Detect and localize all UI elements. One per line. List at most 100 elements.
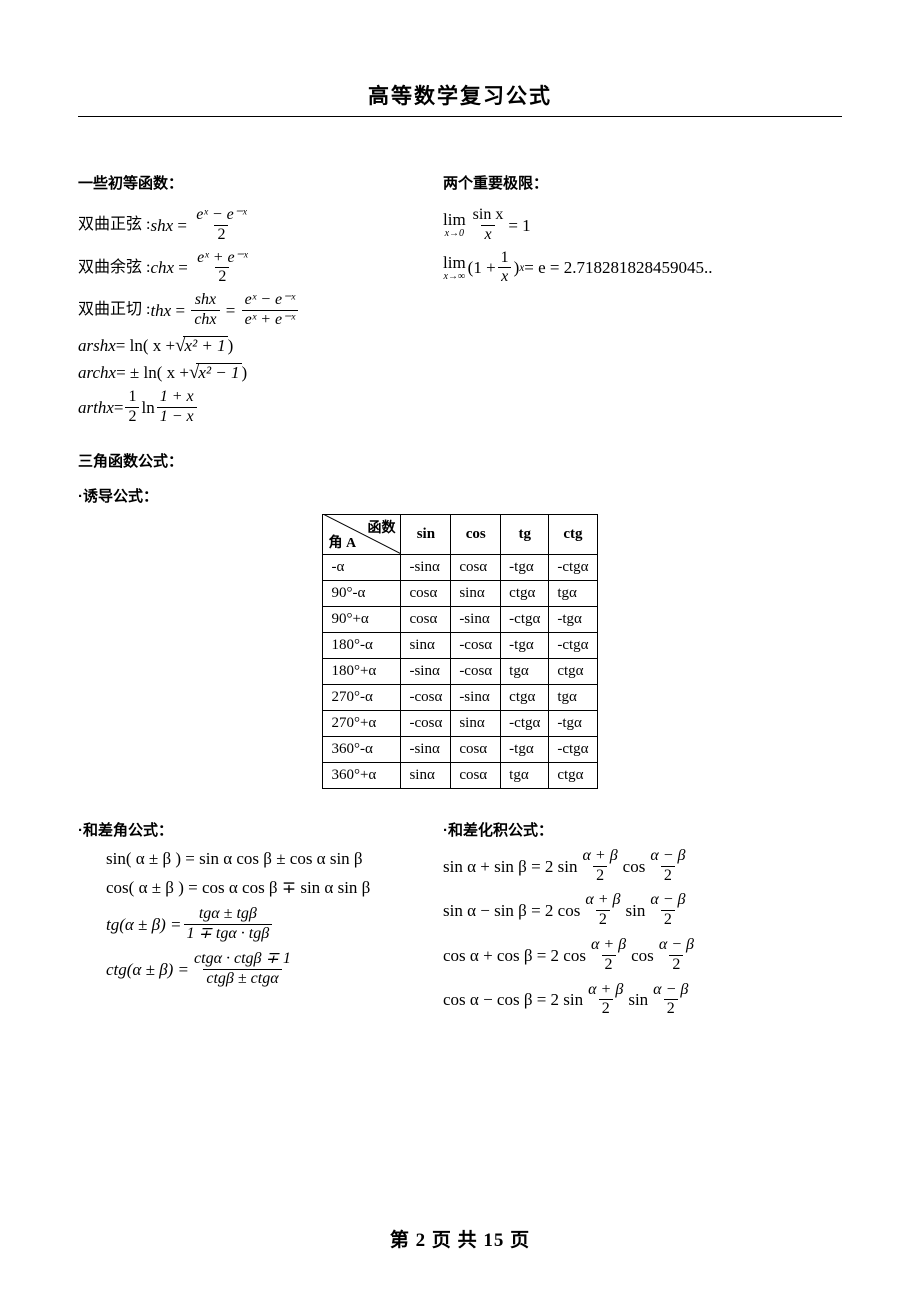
page-footer: 第 2 页 共 15 页	[0, 1225, 920, 1252]
induction-table: 函数 角 A sincostgctg -α-sinαcosα-tgα-ctgα9…	[322, 514, 597, 789]
table-row: 360°+αsinαcosαtgαctgα	[323, 762, 597, 788]
elementary-formulas: 双曲正弦 : shx = eˣ − e⁻ˣ 2 双曲余弦 : chx = eˣ …	[78, 207, 413, 426]
lim2-rhs: = e = 2.718281828459045..	[524, 257, 712, 278]
lim2-num: 1	[498, 250, 512, 268]
formula-archx: archx = ± ln( x + √ x² − 1 )	[78, 362, 413, 383]
lim2-a: (1 +	[468, 257, 496, 278]
formula-shx: 双曲正弦 : shx = eˣ − e⁻ˣ 2	[78, 207, 413, 244]
f1n: α + β	[588, 937, 629, 955]
f2d: 2	[661, 910, 675, 929]
s2p1-mid: cos	[623, 856, 646, 877]
f2n: α − β	[647, 848, 688, 866]
lim1-num: sin x	[470, 207, 507, 225]
angle-cell: 180°-α	[323, 632, 401, 658]
table-row: 270°-α-cosα-sinαctgαtgα	[323, 684, 597, 710]
arshx-rad: x² + 1	[183, 336, 228, 356]
s2p1-f1: α + β2	[580, 848, 621, 885]
heading-elementary: 一些初等函数：	[78, 172, 413, 193]
page-content: 高等数学复习公式 一些初等函数： 双曲正弦 : shx = eˣ − e⁻ˣ 2	[0, 0, 920, 1080]
thx-lhs: thx	[150, 300, 171, 321]
angle-cell: 270°+α	[323, 710, 401, 736]
document-title: 高等数学复习公式	[78, 80, 842, 116]
formula-s2p-2: sin α − sin β = 2 cos α + β2 sin α − β2	[443, 892, 842, 929]
thx-label: 双曲正切 :	[78, 300, 150, 320]
table-col-sin: sin	[401, 514, 451, 554]
s2p3-f1: α + β2	[588, 937, 629, 974]
value-cell: -sinα	[401, 658, 451, 684]
value-cell: -ctgα	[501, 606, 549, 632]
formula-cos-sum: cos( α ± β ) = cos α cos β ∓ sin α sin β	[106, 877, 413, 898]
value-cell: sinα	[401, 762, 451, 788]
ctg-frac: ctgα · ctgβ ∓ 1 ctgβ ± ctgα	[191, 951, 294, 988]
lim1-rhs: = 1	[508, 215, 530, 236]
shx-num: eˣ − e⁻ˣ	[193, 207, 249, 225]
footer-mid: 页 共	[432, 1230, 478, 1251]
formula-arshx: arshx = ln( x + √ x² + 1 )	[78, 335, 413, 356]
lim2: lim x→∞	[443, 254, 466, 282]
archx-sqrt: √ x² − 1	[189, 363, 242, 383]
shx-frac: eˣ − e⁻ˣ 2	[193, 207, 249, 244]
sum-to-product-block: ·和差化积公式： sin α + sin β = 2 sin α + β2 co…	[443, 807, 842, 1026]
value-cell: cosα	[401, 580, 451, 606]
corner-top-label: 函数	[367, 517, 395, 537]
arthx-half-den: 2	[125, 407, 139, 426]
heading-trig: 三角函数公式：	[78, 450, 842, 471]
f1d: 2	[593, 866, 607, 885]
value-cell: cosα	[451, 762, 501, 788]
lim1-den: x	[481, 225, 494, 244]
ctg-num: ctgα · ctgβ ∓ 1	[191, 951, 294, 969]
value-cell: -sinα	[451, 606, 501, 632]
lim2-under: x→∞	[444, 272, 466, 282]
f2n: α − β	[647, 892, 688, 910]
value-cell: tgα	[501, 658, 549, 684]
thx-frac2: eˣ − e⁻ˣ eˣ + e⁻ˣ	[242, 292, 298, 329]
archx-a: = ± ln( x +	[116, 362, 189, 383]
s2p1-f2: α − β2	[647, 848, 688, 885]
heading-sum-to-product: ·和差化积公式：	[443, 819, 842, 840]
value-cell: cosα	[451, 736, 501, 762]
sum-to-product-formulas: sin α + sin β = 2 sin α + β2 cos α − β2 …	[443, 848, 842, 1018]
f1n: α + β	[585, 982, 626, 1000]
table-col-tg: tg	[501, 514, 549, 554]
value-cell: tgα	[549, 684, 597, 710]
chx-num: eˣ + e⁻ˣ	[194, 250, 250, 268]
tg-num: tgα ± tgβ	[196, 906, 260, 924]
arthx-frac: 1 + x 1 − x	[157, 389, 197, 426]
formula-thx: 双曲正切 : thx = shx chx = eˣ − e⁻ˣ eˣ + e⁻ˣ	[78, 292, 413, 329]
value-cell: -ctgα	[549, 736, 597, 762]
chx-label: 双曲余弦 :	[78, 258, 150, 278]
thx-frac1: shx chx	[191, 292, 219, 329]
archx-lhs: archx	[78, 362, 116, 383]
arshx-b: )	[228, 335, 234, 356]
table-row: 180°-αsinα-cosα-tgα-ctgα	[323, 632, 597, 658]
value-cell: tgα	[501, 762, 549, 788]
ctg-lhs: ctg(α ± β) =	[106, 959, 189, 980]
shx-den: 2	[214, 225, 228, 244]
formula-tg-sum: tg(α ± β) = tgα ± tgβ 1 ∓ tgα · tgβ	[106, 906, 413, 943]
heading-limits: 两个重要极限：	[443, 172, 842, 193]
value-cell: -ctgα	[549, 632, 597, 658]
table-corner-cell: 函数 角 A	[323, 514, 401, 554]
value-cell: -sinα	[451, 684, 501, 710]
f1n: α + β	[580, 848, 621, 866]
title-underline	[78, 116, 842, 117]
heading-induction: ·诱导公式：	[78, 485, 842, 506]
lim2-lbl: lim	[443, 254, 466, 271]
formula-s2p-1: sin α + sin β = 2 sin α + β2 cos α − β2	[443, 848, 842, 885]
sum-diff-angle-block: ·和差角公式： sin( α ± β ) = sin α cos β ± cos…	[78, 807, 413, 996]
table-row: 90°+αcosα-sinα-ctgα-tgα	[323, 606, 597, 632]
arshx-sqrt: √ x² + 1	[175, 336, 228, 356]
top-columns: 一些初等函数： 双曲正弦 : shx = eˣ − e⁻ˣ 2 双曲余弦 : c…	[78, 172, 842, 432]
s2p4-f2: α − β2	[650, 982, 691, 1019]
formula-sin-sum: sin( α ± β ) = sin α cos β ± cos α sin β	[106, 848, 413, 869]
footer-page: 2	[416, 1230, 427, 1251]
formula-arthx: arthx = 1 2 ln 1 + x 1 − x	[78, 389, 413, 426]
footer-total: 15	[483, 1230, 504, 1251]
s2p4-f1: α + β2	[585, 982, 626, 1019]
value-cell: -cosα	[451, 658, 501, 684]
lim1: lim x→0	[443, 211, 466, 239]
elementary-functions-block: 一些初等函数： 双曲正弦 : shx = eˣ − e⁻ˣ 2 双曲余弦 : c…	[78, 172, 413, 432]
thx-num2: eˣ − e⁻ˣ	[242, 292, 298, 310]
equals: =	[222, 300, 240, 321]
arshx-a: = ln( x +	[116, 335, 175, 356]
